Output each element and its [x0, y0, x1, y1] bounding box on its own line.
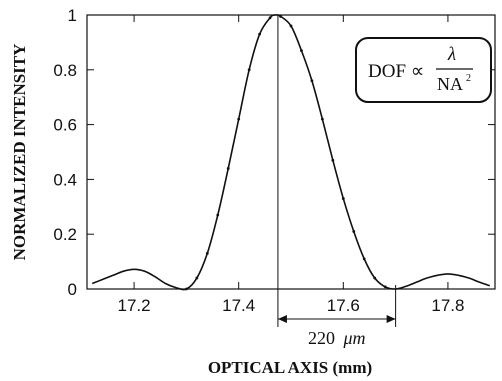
x-tick-label: 17.2	[118, 296, 151, 315]
y-tick-label: 0	[68, 280, 77, 299]
data-point	[279, 14, 282, 18]
y-tick-label: 0.8	[53, 61, 77, 80]
x-tick-label: 17.4	[222, 296, 255, 315]
data-point	[331, 158, 335, 162]
data-point	[320, 117, 324, 121]
data-point	[300, 49, 303, 53]
data-point	[373, 276, 377, 280]
formula-lhs: DOF ∝	[368, 61, 424, 82]
data-point	[362, 257, 366, 261]
data-point	[237, 117, 241, 121]
y-tick-label: 0.2	[53, 225, 77, 244]
data-point	[226, 167, 230, 170]
y-axis-label: NORMALIZED INTENSITY	[10, 44, 29, 261]
data-point	[341, 197, 345, 200]
dof-span-arrow	[277, 315, 396, 323]
dof-formula-box: DOF ∝ λ NA 2	[355, 37, 492, 103]
data-point	[216, 213, 220, 217]
formula-denominator: NA	[437, 74, 463, 94]
data-point	[205, 251, 209, 255]
x-axis-ticks: 17.2 17.4 17.6 17.8	[118, 15, 464, 315]
x-axis-label: OPTICAL AXIS (mm)	[208, 358, 372, 377]
formula-exponent: 2	[466, 73, 471, 84]
data-point	[268, 16, 272, 20]
x-tick-label: 17.6	[327, 296, 360, 315]
y-tick-label: 0.4	[53, 170, 77, 189]
data-point	[247, 68, 251, 72]
plot-frame	[86, 14, 496, 290]
x-tick-label: 17.8	[431, 296, 464, 315]
y-tick-label: 1	[68, 6, 77, 25]
dof-span-label: 220 μm	[308, 328, 366, 348]
data-point	[289, 24, 293, 28]
formula-numerator: λ	[447, 44, 456, 65]
y-axis-ticks: 0 0.2 0.4 0.6 0.8 1	[53, 6, 495, 299]
data-point	[258, 32, 262, 36]
data-point	[352, 230, 356, 233]
y-tick-label: 0.6	[53, 116, 77, 135]
measured-points	[184, 14, 387, 291]
data-point	[195, 276, 199, 280]
data-point	[184, 287, 188, 291]
data-point	[383, 285, 387, 289]
data-point	[310, 79, 314, 83]
intensity-curve	[91, 14, 491, 291]
